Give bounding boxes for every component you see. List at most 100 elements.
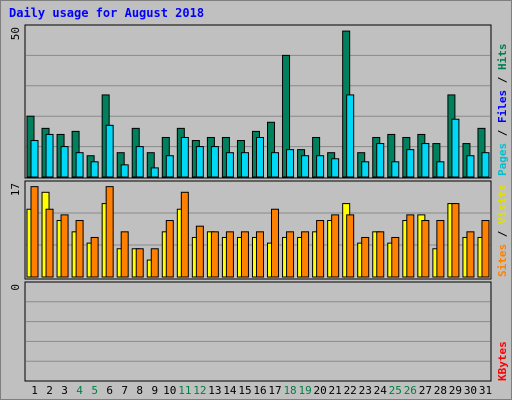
bar-sites-day-31 xyxy=(481,220,490,278)
x-tick-label: 27 xyxy=(419,384,432,397)
panel-kbytes-legend: KBytes xyxy=(496,341,509,381)
bar-sites-day-1 xyxy=(30,186,39,278)
bar-sites-day-7 xyxy=(120,231,129,278)
bar-files-day-13 xyxy=(210,146,219,178)
bar-sites-day-21 xyxy=(331,214,340,278)
bar-sites-day-26 xyxy=(406,214,415,278)
panel-kbytes-axis-label: 0 xyxy=(9,284,22,291)
legend-entry: Sites xyxy=(496,244,509,277)
x-tick-label: 12 xyxy=(193,384,206,397)
bar-files-day-4 xyxy=(75,152,84,178)
x-tick-label: 13 xyxy=(208,384,221,397)
x-tick-label: 25 xyxy=(389,384,402,397)
bar-sites-day-24 xyxy=(376,231,385,278)
x-tick-label: 29 xyxy=(449,384,462,397)
x-tick-label: 15 xyxy=(238,384,251,397)
bar-sites-day-9 xyxy=(150,248,159,278)
bar-files-day-22 xyxy=(346,94,355,178)
bar-sites-day-2 xyxy=(45,208,54,278)
bar-sites-day-25 xyxy=(391,236,400,278)
legend-entry: / xyxy=(496,224,509,244)
x-tick-label: 3 xyxy=(61,384,68,397)
x-tick-label: 22 xyxy=(344,384,357,397)
bar-sites-day-17 xyxy=(271,208,280,278)
bar-sites-day-22 xyxy=(346,214,355,278)
legend-entry: Visits xyxy=(496,184,509,224)
x-tick-label: 4 xyxy=(76,384,83,397)
bar-sites-day-12 xyxy=(195,225,204,278)
bar-files-day-30 xyxy=(466,155,475,178)
bar-files-day-6 xyxy=(105,124,114,178)
bar-files-day-29 xyxy=(451,118,460,178)
panel-visits-axis-label: 17 xyxy=(9,183,22,196)
bar-files-day-16 xyxy=(255,136,264,178)
bar-sites-day-19 xyxy=(301,231,310,278)
bar-sites-day-4 xyxy=(75,220,84,278)
x-tick-label: 2 xyxy=(46,384,53,397)
legend-entry: Pages xyxy=(496,143,509,176)
bar-sites-day-29 xyxy=(451,203,460,278)
bar-files-day-14 xyxy=(225,152,234,178)
bar-files-day-3 xyxy=(60,146,69,178)
bar-sites-day-27 xyxy=(421,220,430,278)
x-tick-label: 17 xyxy=(268,384,281,397)
bar-files-day-20 xyxy=(316,155,325,178)
bar-files-day-1 xyxy=(30,140,39,178)
bar-sites-day-30 xyxy=(466,231,475,278)
panel-hits-axis-label: 50 xyxy=(9,27,22,40)
x-tick-label: 5 xyxy=(91,384,98,397)
x-tick-label: 7 xyxy=(121,384,128,397)
bar-sites-day-15 xyxy=(240,231,249,278)
x-tick-label: 11 xyxy=(178,384,191,397)
chart-title: Daily usage for August 2018 xyxy=(9,6,204,20)
bar-sites-day-11 xyxy=(180,191,189,278)
bar-sites-day-8 xyxy=(135,248,144,278)
x-tick-label: 24 xyxy=(374,384,388,397)
bar-sites-day-14 xyxy=(225,231,234,278)
bar-sites-day-20 xyxy=(316,220,325,278)
x-tick-label: 9 xyxy=(151,384,158,397)
bar-files-day-8 xyxy=(135,146,144,178)
legend-entry: KBytes xyxy=(496,341,509,381)
bar-files-day-24 xyxy=(376,143,385,178)
x-tick-label: 18 xyxy=(283,384,296,397)
bar-sites-day-10 xyxy=(165,220,174,278)
panel-visits-legend: Sites / Visits xyxy=(496,184,509,277)
x-tick-label: 14 xyxy=(223,384,237,397)
x-tick-label: 26 xyxy=(404,384,417,397)
bar-files-day-19 xyxy=(301,155,310,178)
panel-hits-legend: Pages / Files / Hits xyxy=(496,44,509,177)
bar-files-day-15 xyxy=(240,152,249,178)
panel-kbytes-area xyxy=(24,281,492,382)
bar-files-day-11 xyxy=(180,136,189,178)
legend-entry: / xyxy=(496,123,509,143)
bar-files-day-9 xyxy=(150,167,159,178)
x-tick-label: 16 xyxy=(253,384,266,397)
x-tick-label: 6 xyxy=(106,384,113,397)
legend-entry: Files xyxy=(496,90,509,123)
bar-sites-day-3 xyxy=(60,214,69,278)
bar-sites-day-6 xyxy=(105,186,114,278)
x-tick-label: 21 xyxy=(329,384,342,397)
bar-files-day-12 xyxy=(195,146,204,178)
bar-files-day-5 xyxy=(90,161,99,178)
bar-files-day-18 xyxy=(286,149,295,178)
bar-files-day-28 xyxy=(436,161,445,178)
bar-files-day-7 xyxy=(120,164,129,178)
bar-sites-day-13 xyxy=(210,231,219,278)
x-tick-label: 20 xyxy=(314,384,327,397)
x-tick-label: 23 xyxy=(359,384,372,397)
bar-sites-day-28 xyxy=(436,220,445,278)
bar-files-day-17 xyxy=(271,152,280,178)
bar-files-day-2 xyxy=(45,133,54,178)
x-tick-label: 10 xyxy=(163,384,176,397)
bar-files-day-25 xyxy=(391,161,400,178)
bar-sites-day-5 xyxy=(90,236,99,278)
bar-files-day-21 xyxy=(331,158,340,178)
bar-files-day-23 xyxy=(361,161,370,178)
x-tick-label: 8 xyxy=(136,384,143,397)
x-tick-label: 1 xyxy=(31,384,38,397)
bar-files-day-27 xyxy=(421,143,430,178)
